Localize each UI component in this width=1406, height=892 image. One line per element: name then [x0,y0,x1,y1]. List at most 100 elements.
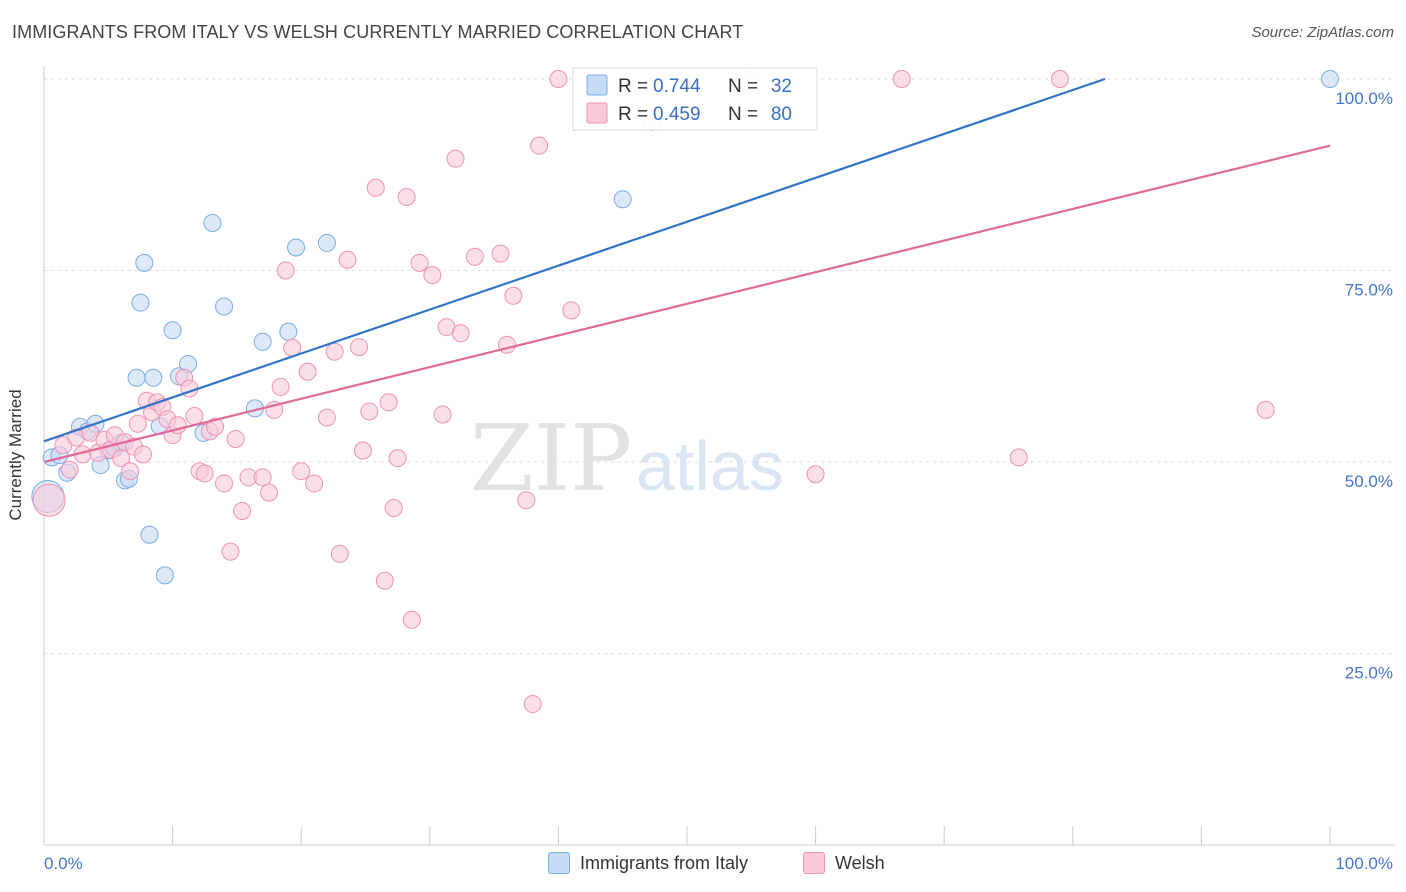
welsh-point [384,498,403,517]
gridlines [44,78,1395,654]
italy-point [1321,70,1339,88]
welsh-point [317,408,336,427]
italy-point [144,368,163,387]
welsh-point [388,449,407,468]
welsh-point [549,70,568,88]
welsh-point [1050,70,1069,88]
stats-legend: R = 0.744 N = 32 R = 0.459 N = 80 [572,67,818,131]
x-tick-label-min: 0.0% [44,854,83,873]
watermark-zip: ZIP [470,405,632,512]
italy-point [140,525,159,544]
welsh-point [504,286,523,305]
stats-legend-box [572,67,818,131]
welsh-point [32,483,66,517]
stats-r-label: R = [618,104,648,125]
welsh-point [410,253,429,272]
welsh-point [325,342,344,361]
stats-r-value: 0.744 [653,76,701,97]
italy-point [279,322,298,341]
y-tick-label: 50.0% [1345,472,1393,491]
stats-r-value: 0.459 [653,104,701,125]
welsh-point [185,407,204,426]
welsh-point [353,441,372,460]
welsh-point [562,301,581,320]
italy-point [135,253,154,272]
welsh-point [806,465,825,484]
y-tick-label: 100.0% [1335,89,1393,108]
welsh-point [206,417,225,436]
italy-point [127,368,146,387]
welsh-point [330,544,349,563]
italy-trend-line [43,77,1106,443]
welsh-point [195,464,214,483]
welsh-point [360,402,379,421]
welsh-point [423,266,442,285]
trend-lines [43,77,1331,464]
welsh-point [121,462,140,481]
legend-item-welsh[interactable]: Welsh [803,852,885,874]
legend-item-italy[interactable]: Immigrants from Italy [548,852,748,874]
welsh-point [892,70,911,88]
x-tick-label-max: 100.0% [1335,854,1393,873]
y-tick-label: 75.0% [1345,281,1393,300]
legend-swatch-italy [548,852,570,874]
welsh-point [128,414,147,433]
welsh-point [233,502,252,521]
data-points [31,70,1339,714]
legend-swatch-welsh [803,852,825,874]
chart-title: IMMIGRANTS FROM ITALY VS WELSH CURRENTLY… [12,22,744,42]
welsh-point [1256,400,1275,419]
italy-point [613,190,632,209]
welsh-point [523,695,542,714]
welsh-point [451,324,470,343]
welsh-point [134,445,153,464]
welsh-point [433,405,452,424]
welsh-point [226,430,245,449]
welsh-point [260,483,279,502]
welsh-point [379,393,398,412]
welsh-point [271,377,290,396]
stats-n-label: N = [728,104,758,125]
welsh-point [292,462,311,481]
welsh-point [298,362,317,381]
welsh-point [1009,448,1028,467]
y-tick-label: 25.0% [1345,664,1393,683]
welsh-point [305,474,324,493]
stats-swatch-welsh [586,102,608,124]
welsh-trend-line [43,144,1331,464]
welsh-point [530,136,549,155]
welsh-point [276,261,295,280]
italy-point [203,214,222,233]
legend-label-italy: Immigrants from Italy [580,852,749,873]
welsh-point [366,178,385,197]
tick-labels: 100.0% 75.0% 50.0% 25.0% 0.0% 100.0% [44,89,1393,873]
watermark: ZIP atlas [470,405,784,512]
italy-point [163,321,182,340]
stats-n-value: 32 [771,76,792,97]
legend-label-welsh: Welsh [835,852,885,873]
welsh-point [221,542,240,561]
stats-n-value: 80 [771,104,792,125]
welsh-point [497,335,516,354]
italy-point [287,238,306,257]
welsh-point [465,247,484,266]
y-axis-title: Currently Married [6,389,25,521]
italy-point [253,332,272,351]
welsh-point [517,491,536,510]
welsh-point [215,474,234,493]
italy-point [155,566,174,585]
welsh-point [397,187,416,206]
stats-n-label: N = [728,76,758,97]
italy-point [215,297,234,316]
stats-r-label: R = [618,76,648,97]
welsh-point [375,571,394,590]
welsh-point [253,468,272,487]
welsh-point [338,250,357,269]
welsh-point [491,244,510,263]
italy-point [131,293,150,312]
welsh-point [350,338,369,357]
watermark-atlas: atlas [636,427,784,505]
source-label: Source: ZipAtlas.com [1251,24,1394,41]
italy-point [317,233,336,252]
